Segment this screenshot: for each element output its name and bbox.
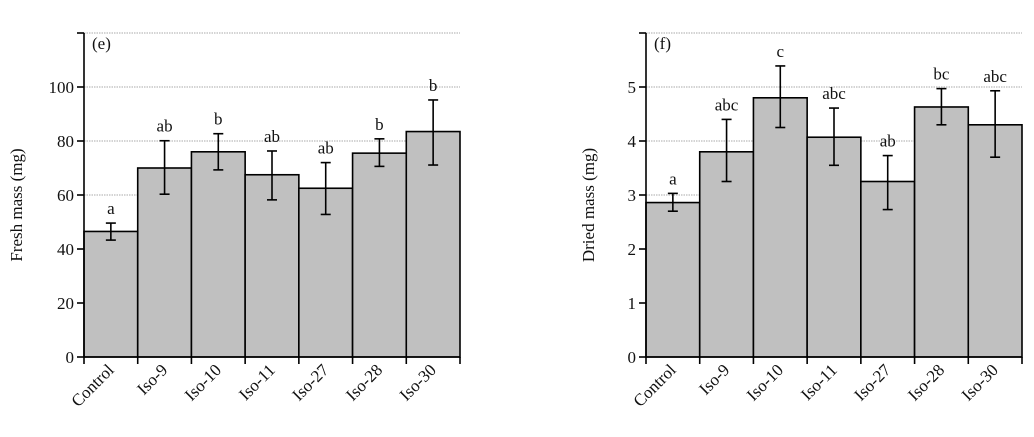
x-tick-label: Iso-28 xyxy=(342,360,386,404)
y-tick-label: 0 xyxy=(66,348,75,367)
y-axis-label: Fresh mass (mg) xyxy=(7,148,26,261)
significance-label: ab xyxy=(880,132,896,151)
x-tick-label: Control xyxy=(68,360,118,410)
significance-label: b xyxy=(214,110,223,129)
bar-iso-10 xyxy=(752,97,808,358)
x-tick-label: Iso-10 xyxy=(181,360,225,404)
x-tick-label: Iso-9 xyxy=(695,360,733,398)
bar-iso-9 xyxy=(698,151,755,358)
y-tick-label: 2 xyxy=(628,240,637,259)
x-tick-label: Iso-27 xyxy=(288,360,333,405)
significance-label: abc xyxy=(822,84,846,103)
significance-label: a xyxy=(107,199,115,218)
x-tick-label: Iso-10 xyxy=(743,360,787,404)
panel-label: (f) xyxy=(654,34,671,53)
x-tick-label: Iso-30 xyxy=(396,360,440,404)
bar-iso-10 xyxy=(190,151,246,358)
x-tick-label: Iso-9 xyxy=(133,360,171,398)
bar-iso-11 xyxy=(806,136,862,358)
bar-iso-28 xyxy=(913,106,970,358)
significance-label: ab xyxy=(157,117,173,136)
significance-label: abc xyxy=(983,67,1007,86)
y-tick-label: 1 xyxy=(628,294,637,313)
bar-iso-11 xyxy=(244,173,300,358)
significance-label: c xyxy=(777,42,785,61)
y-tick-label: 80 xyxy=(57,132,74,151)
panel-label: (e) xyxy=(92,34,111,53)
y-tick-label: 5 xyxy=(628,78,637,97)
significance-label: a xyxy=(669,169,677,188)
x-tick-label: Iso-11 xyxy=(797,360,841,404)
y-axis-label: Dried mass (mg) xyxy=(579,148,598,262)
y-tick-label: 20 xyxy=(57,294,74,313)
bar-iso-27 xyxy=(298,187,354,358)
x-tick-label: Iso-30 xyxy=(958,360,1002,404)
y-tick-label: 40 xyxy=(57,240,74,259)
chart-panel-0: a ab b ab ab b b 0 20 40 60 80 100 Control Iso-9 Iso-10… xyxy=(7,32,461,411)
y-tick-label: 60 xyxy=(57,186,74,205)
bar-control xyxy=(645,201,701,358)
bar-iso-9 xyxy=(136,167,193,358)
x-tick-label: Iso-27 xyxy=(850,360,895,405)
y-tick-label: 100 xyxy=(49,78,75,97)
significance-label: b xyxy=(375,115,384,134)
bar-iso-30 xyxy=(967,124,1023,358)
x-tick-label: Control xyxy=(630,360,680,410)
y-tick-label: 3 xyxy=(628,186,637,205)
significance-label: b xyxy=(429,76,438,95)
significance-label: ab xyxy=(264,127,280,146)
y-tick-label: 4 xyxy=(628,132,637,151)
significance-label: abc xyxy=(715,95,739,114)
significance-label: bc xyxy=(933,65,950,84)
y-tick-label: 0 xyxy=(628,348,637,367)
significance-label: ab xyxy=(318,139,334,158)
x-tick-label: Iso-28 xyxy=(904,360,948,404)
x-tick-label: Iso-11 xyxy=(235,360,279,404)
bar-control xyxy=(83,230,139,358)
bar-iso-28 xyxy=(351,152,408,358)
